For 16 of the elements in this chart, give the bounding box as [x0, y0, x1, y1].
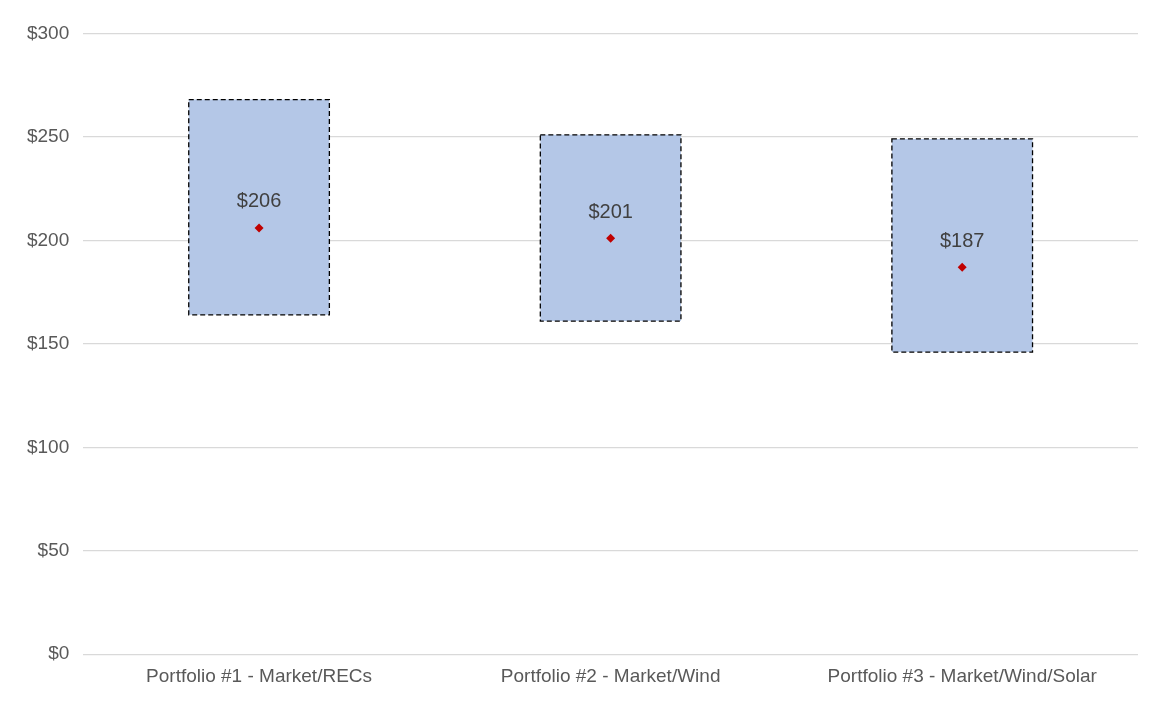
y-tick-label: $100	[26, 435, 70, 457]
x-tick-label: Portfolio #3 - Market/Wind/Solar	[827, 664, 1098, 686]
point	[254, 223, 264, 233]
y-tick-label: $300	[26, 21, 70, 43]
y-tick-label: $50	[37, 538, 70, 560]
data-label: $206	[236, 189, 282, 212]
point	[606, 233, 616, 243]
y-tick-label: $200	[26, 228, 70, 250]
y-tick-label: $150	[26, 332, 70, 354]
y-tick-label: $0	[48, 642, 70, 664]
data-label: $201	[588, 199, 633, 222]
point	[957, 262, 967, 272]
y-tick-label: $250	[26, 125, 70, 147]
x-tick-label: Portfolio #2 - Market/Wind	[500, 664, 721, 686]
x-tick-label: Portfolio #1 - Market/RECs	[146, 664, 373, 686]
data-label: $187	[939, 228, 985, 251]
